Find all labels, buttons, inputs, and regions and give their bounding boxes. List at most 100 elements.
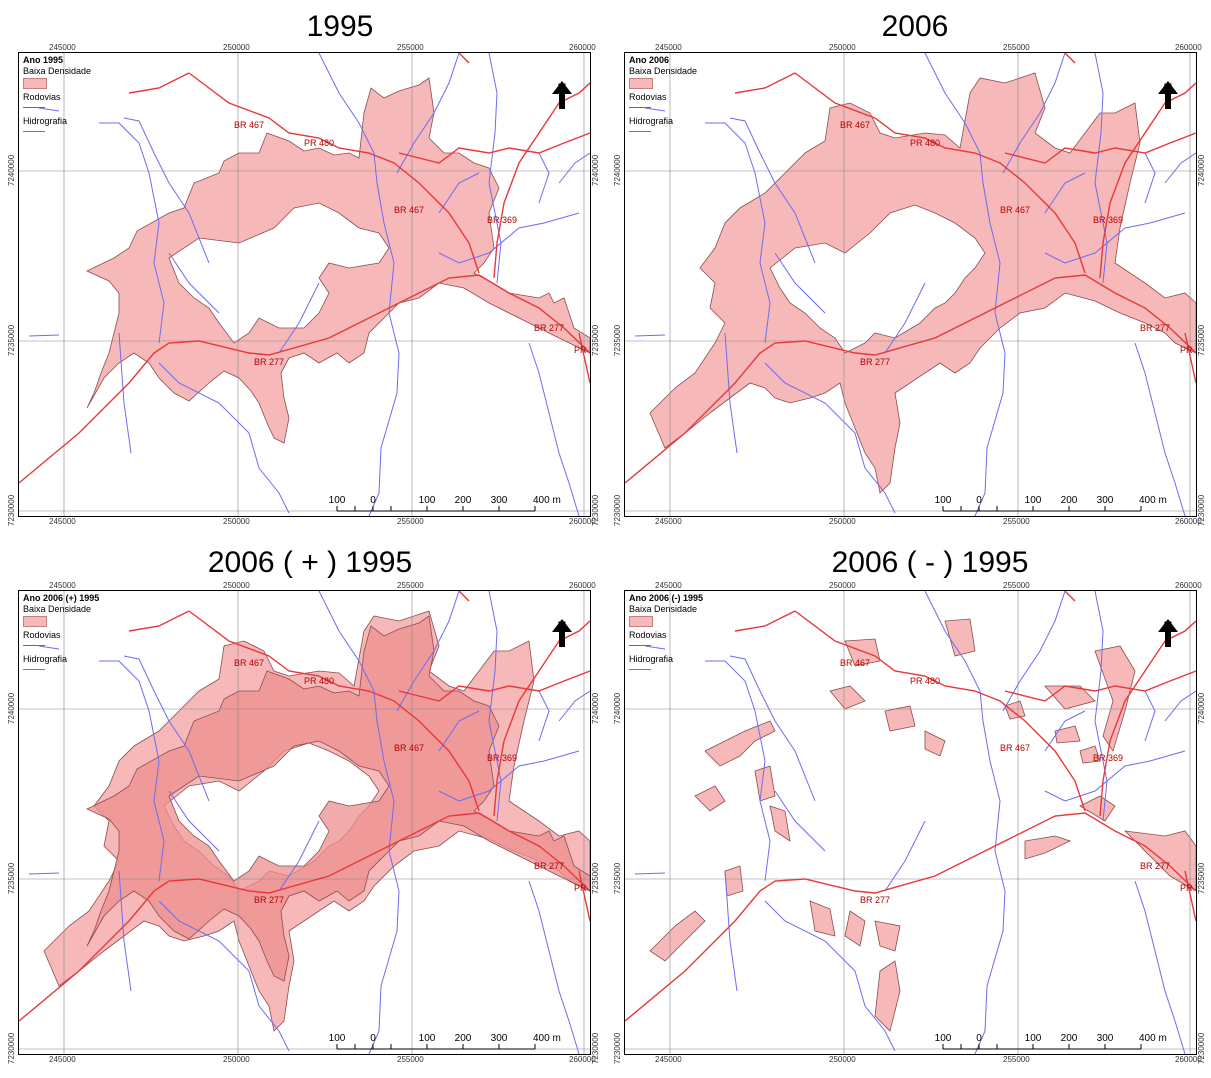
- scale-label: 300: [491, 495, 508, 506]
- road-label: BR 277: [254, 895, 284, 905]
- river-line: [28, 872, 60, 875]
- river-line: [1094, 591, 1108, 822]
- y-tick-label: 7235000: [613, 324, 622, 356]
- road-line: [398, 132, 590, 164]
- scale-label: 100: [419, 495, 436, 506]
- x-tick-label: 250000: [223, 581, 250, 590]
- road-label: BR 277: [254, 357, 284, 367]
- map-2006-canvas: BR 467 PR 480 BR 467 BR 369 BR 277 BR 277 PR 1…: [625, 53, 1196, 516]
- arrow-up-icon: [552, 81, 572, 109]
- river-line: [724, 870, 738, 992]
- y-tick-label: 7230000: [7, 1032, 16, 1064]
- y-tick-label: 7230000: [613, 494, 622, 526]
- legend-hydro-label: Hidrografia: [23, 116, 68, 126]
- y-tick-label: 7240000: [613, 154, 622, 186]
- x-tick-label: 255000: [397, 517, 424, 526]
- road-label: PR 1: [574, 345, 590, 355]
- river-line: [924, 53, 1006, 516]
- road-label: BR 467: [394, 743, 424, 753]
- road-line: [128, 72, 190, 94]
- scale-label: 0: [370, 1033, 376, 1044]
- legend-title: Ano 2006 (-) 1995: [629, 593, 704, 603]
- road-line: [625, 812, 1196, 1022]
- x-tick-label: 250000: [829, 43, 856, 52]
- scale-label: 100: [329, 495, 346, 506]
- map-title-1995: 1995: [306, 10, 374, 43]
- x-tick-label: 255000: [1003, 581, 1030, 590]
- urban-area-layer: [86, 77, 590, 444]
- difference-area: [829, 685, 866, 710]
- scale-label: 0: [976, 495, 982, 506]
- legend-hydro-label: Hidrografia: [629, 654, 674, 664]
- river-line: [1144, 690, 1156, 742]
- difference-area: [694, 785, 726, 812]
- legend-density-swatch: [23, 616, 47, 627]
- road-line: [19, 812, 590, 1022]
- map-legend: Ano 2006 (-) 1995 Baixa Densidade Rodovias…: [629, 593, 703, 678]
- difference-area: [724, 865, 744, 897]
- arrow-up-icon: [552, 619, 572, 647]
- river-line: [99, 660, 165, 882]
- road-label: BR 467: [1000, 743, 1030, 753]
- river-line: [538, 690, 550, 742]
- legend-hydro-swatch: [629, 669, 651, 670]
- map-legend: Ano 1995 Baixa Densidade Rodovias Hidrograf…: [23, 55, 91, 140]
- hydro-layer: [28, 591, 590, 1054]
- river-line: [924, 591, 1006, 1054]
- difference-area: [704, 720, 776, 767]
- river-line: [1002, 591, 1066, 712]
- river-line: [278, 820, 320, 892]
- x-tick-label: 250000: [223, 1055, 250, 1064]
- legend-density-label: Baixa Densidade: [23, 604, 92, 614]
- y-tick-label: 7235000: [591, 324, 600, 356]
- river-line: [528, 342, 580, 516]
- legend-roads-label: Rodovias: [629, 92, 667, 102]
- difference-area: [944, 618, 976, 657]
- scale-label: 300: [491, 1033, 508, 1044]
- river-line: [123, 117, 210, 264]
- road-label: BR 369: [487, 753, 517, 763]
- river-line: [168, 790, 220, 852]
- area-1995: [86, 77, 590, 444]
- x-tick-label: 250000: [829, 581, 856, 590]
- river-line: [438, 172, 480, 214]
- legend-roads-label: Rodovias: [23, 630, 61, 640]
- river-line: [1164, 152, 1196, 184]
- north-arrow-icon: N: [1158, 81, 1178, 121]
- x-tick-label: 260000: [569, 1055, 596, 1064]
- river-line: [1044, 172, 1086, 214]
- river-line: [396, 591, 460, 712]
- y-tick-label: 7240000: [1197, 692, 1206, 724]
- map-legend: Ano 2006 Baixa Densidade Rodovias Hidrograf…: [629, 55, 697, 140]
- x-tick-label: 245000: [655, 581, 682, 590]
- scale-bar: 100 0 100 200 300 400 m: [329, 1033, 561, 1050]
- y-tick-label: 7230000: [1197, 494, 1206, 526]
- y-tick-label: 7230000: [1197, 1032, 1206, 1064]
- difference-area: [1123, 830, 1196, 892]
- road-line: [794, 72, 1086, 274]
- scale-label: 400 m: [533, 495, 561, 506]
- river-line: [1094, 53, 1108, 284]
- road-line: [734, 610, 796, 632]
- map-title-2006: 2006: [881, 10, 949, 43]
- x-tick-label: 250000: [223, 517, 250, 526]
- river-line: [644, 645, 666, 650]
- scale-label: 200: [1061, 495, 1078, 506]
- scale-label: 100: [329, 1033, 346, 1044]
- river-line: [1144, 152, 1156, 204]
- legend-hydro-swatch: [23, 669, 45, 670]
- river-line: [38, 645, 60, 650]
- road-label: BR 277: [860, 357, 890, 367]
- road-line: [1064, 591, 1076, 602]
- river-line: [774, 252, 826, 314]
- road-label: BR 467: [234, 658, 264, 668]
- scale-label: 300: [1097, 495, 1114, 506]
- river-line: [438, 750, 580, 802]
- river-line: [38, 107, 60, 112]
- road-line: [128, 610, 190, 632]
- difference-area: [1004, 700, 1026, 720]
- x-tick-label: 255000: [397, 43, 424, 52]
- difference-area: [844, 638, 881, 667]
- road-label: BR 369: [1093, 215, 1123, 225]
- difference-area: [874, 920, 901, 952]
